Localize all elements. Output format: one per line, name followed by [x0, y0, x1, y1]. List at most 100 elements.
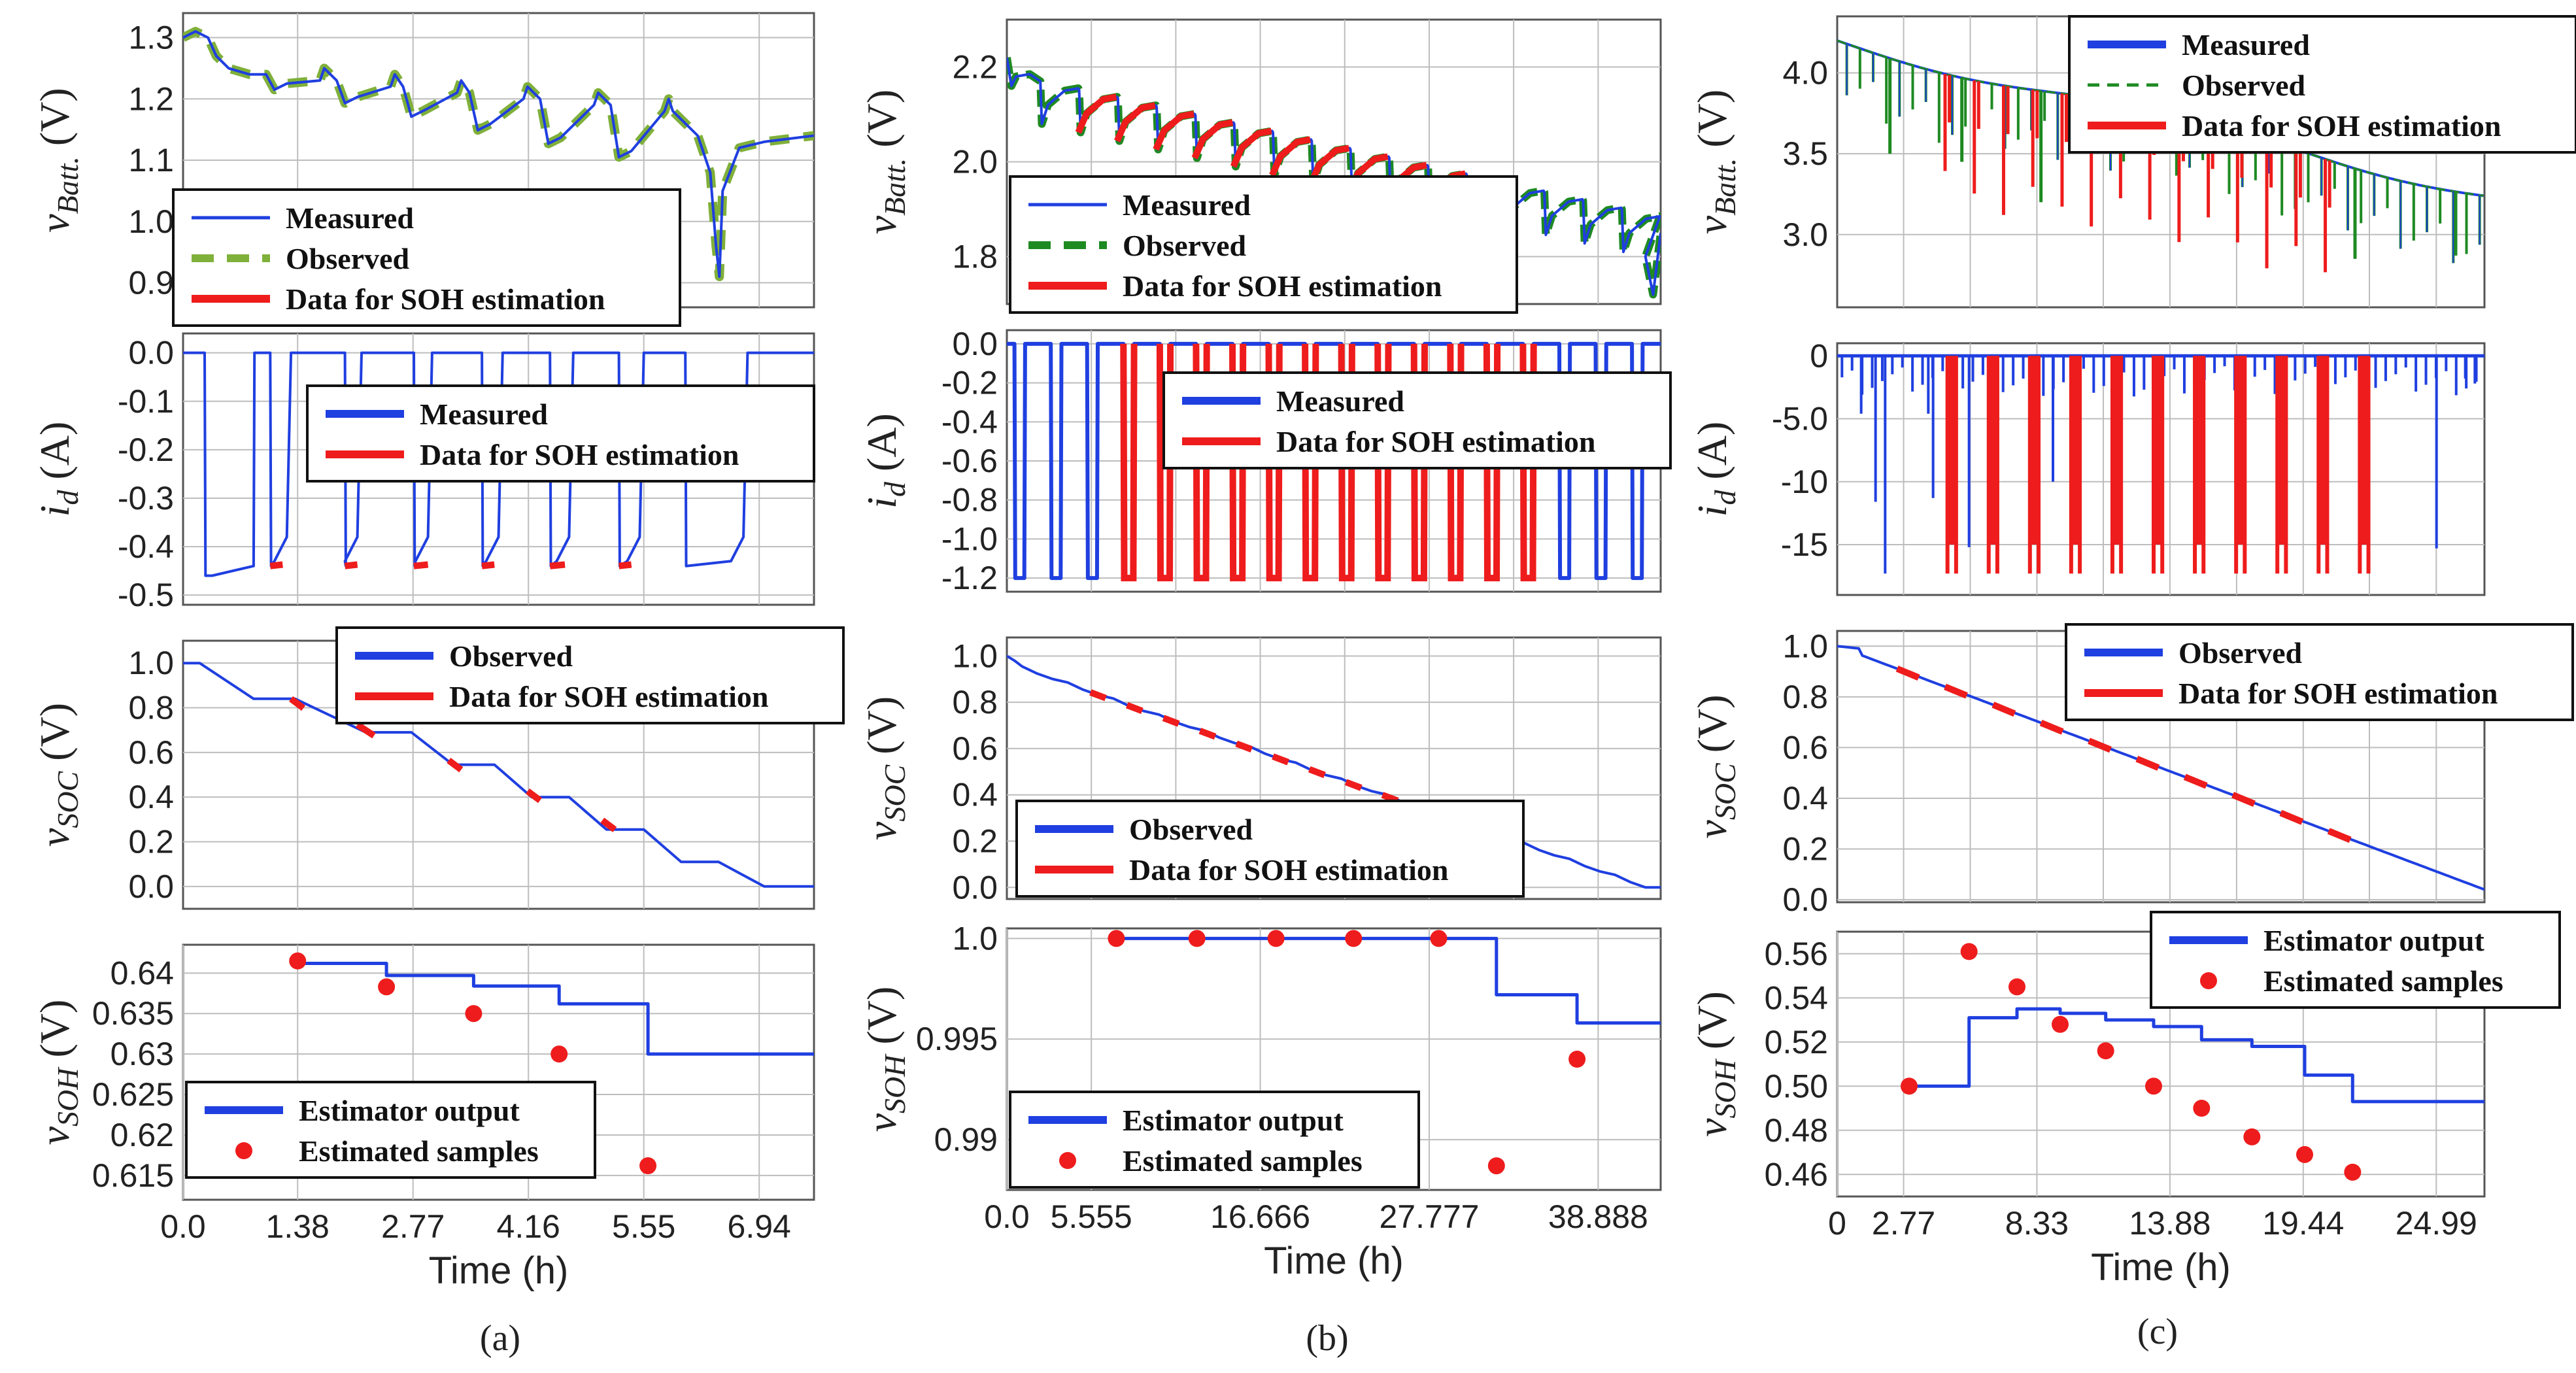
y-label-unit: (V): [31, 1000, 78, 1068]
y-label-symbol: i: [858, 497, 905, 509]
estimated-sample-point: [2097, 1042, 2114, 1060]
y-label-symbol: v: [858, 1113, 905, 1132]
x-tick-label: 5.555: [1051, 1198, 1132, 1235]
y-tick-label: 2.2: [952, 49, 998, 86]
legend-label: Estimator output: [299, 1094, 520, 1127]
estimated-sample-point: [551, 1045, 568, 1063]
estimated-sample-point: [2344, 1163, 2362, 1181]
legend-swatch-dot: [1059, 1152, 1076, 1169]
y-tick-label: -0.6: [941, 443, 998, 479]
legend-frame: [335, 626, 845, 724]
estimated-sample-point: [1345, 930, 1363, 947]
legend-label: Estimator output: [1123, 1104, 1344, 1137]
y-label-unit: (A): [31, 422, 78, 490]
y-tick-label: 0.6: [952, 730, 998, 767]
estimated-sample-point: [289, 952, 307, 970]
y-tick-label: 2.0: [952, 144, 998, 180]
y-tick-label: 0.2: [1782, 831, 1828, 868]
series-soh-data: [1895, 666, 1920, 681]
legend-box: Measured Observed Data for SOH estimation: [1009, 175, 1518, 314]
legend-label: Data for SOH estimation: [1129, 853, 1449, 887]
legend-label: Data for SOH estimation: [420, 438, 739, 471]
y-axis-label: vBatt. (V): [858, 90, 911, 234]
series-group: [289, 952, 814, 1174]
series-group: [1007, 57, 1661, 299]
x-tick-label: 1.38: [266, 1208, 330, 1245]
legend-swatch-dot: [2200, 972, 2217, 989]
x-tick-label: 16.666: [1210, 1198, 1310, 1235]
y-label-subscript: SOH: [51, 1066, 84, 1127]
x-tick-label: 2.77: [1872, 1205, 1935, 1242]
y-tick-label: 0.99: [934, 1121, 998, 1158]
estimated-sample-point: [1901, 1077, 1918, 1095]
chart-b3: 1.0 0.8 0.6 0.4 0.2 0.0 vSOC (V) Observed Data f…: [858, 636, 1662, 906]
series-soh-data: [2231, 792, 2256, 807]
x-tick-label: 8.33: [2005, 1205, 2069, 1242]
y-label-unit: (A): [1689, 422, 1735, 490]
series-group: [1837, 645, 2484, 891]
legend-label: Measured: [286, 201, 414, 235]
legend-label: Measured: [2182, 28, 2310, 61]
y-label-subscript: d: [51, 490, 84, 505]
legend-frame: [1009, 175, 1518, 314]
legend-box: Estimator output Estimated samples: [1009, 1091, 1420, 1189]
series-soh-data: [525, 788, 542, 804]
chart-c1: 4.0 3.5 3.0 vBatt. (V) Measured Observed Data …: [1689, 15, 2576, 309]
legend-label: Data for SOH estimation: [2182, 109, 2501, 143]
legend-box: Estimator output Estimated samples: [2150, 911, 2561, 1009]
legend-label: Observed: [2178, 636, 2303, 670]
y-label-symbol: v: [1689, 820, 1735, 839]
y-label-subscript: d: [1708, 490, 1742, 505]
y-tick-label: -5.0: [1772, 401, 1828, 437]
y-label-unit: (V): [31, 703, 78, 771]
x-tick-label: 5.55: [612, 1208, 675, 1245]
y-tick-label: -0.2: [941, 365, 998, 401]
y-axis-label: vSOC (V): [1689, 694, 1742, 838]
legend-box: Observed Data for SOH estimation: [2065, 623, 2574, 721]
y-tick-label: 0.635: [92, 995, 174, 1032]
series-soh-data: [289, 696, 306, 711]
chart-b2: 0.0-0.2-0.4-0.6-0.8-1.0-1.2 id (A) Measure…: [858, 326, 1672, 596]
estimated-sample-point: [1108, 930, 1125, 947]
series-soh-data: [1344, 779, 1363, 791]
estimated-sample-point: [378, 978, 396, 996]
series-group: [1007, 654, 1661, 889]
y-tick-label: 3.5: [1782, 135, 1828, 172]
estimated-sample-point: [639, 1157, 657, 1174]
y-label-symbol: v: [31, 214, 78, 233]
series-soh-data: [1991, 702, 2016, 717]
x-tick-label: 24.99: [2396, 1205, 2477, 1242]
y-tick-label: 1.0: [128, 203, 174, 240]
estimated-sample-point: [2193, 1100, 2211, 1117]
y-tick-label: -0.5: [118, 577, 174, 613]
series-measured: [1007, 57, 1661, 296]
series-soh-data: [549, 561, 566, 569]
series-group: [1837, 354, 2484, 574]
x-tick-label: 6.94: [728, 1208, 791, 1245]
series-soh-data: [600, 817, 617, 832]
y-tick-label: 0.9: [128, 265, 174, 301]
series-measured: [183, 30, 814, 279]
y-tick-label: 0: [1810, 337, 1828, 374]
y-label-symbol: v: [1689, 215, 1735, 234]
y-tick-label: 0.62: [110, 1117, 174, 1153]
y-tick-label: 0.0: [952, 869, 998, 906]
estimated-sample-point: [2296, 1145, 2313, 1163]
y-label-subscript: Batt.: [51, 156, 84, 214]
x-tick-label: 4.16: [497, 1208, 560, 1245]
y-tick-label: -0.1: [118, 383, 174, 420]
estimated-sample-point: [1188, 930, 1206, 947]
y-tick-label: -0.2: [118, 432, 174, 468]
y-tick-label: 0.63: [110, 1036, 174, 1072]
y-axis-label: vSOH (V): [1689, 991, 1742, 1137]
series-group: [1108, 930, 1661, 1175]
legend-frame: [172, 188, 681, 327]
legend-box: Measured Data for SOH estimation: [306, 384, 815, 483]
legend-label: Observed: [2182, 69, 2306, 102]
y-label-symbol: v: [31, 1126, 78, 1145]
legend-label: Estimated samples: [2263, 964, 2503, 998]
chart-b1: 2.2 2.0 1.8 vBatt. (V) Measured Observed Data …: [858, 18, 1662, 314]
series-soh-data: [1235, 740, 1253, 753]
y-label-subscript: SOC: [51, 770, 84, 828]
series-soh-data: [1308, 144, 1350, 185]
